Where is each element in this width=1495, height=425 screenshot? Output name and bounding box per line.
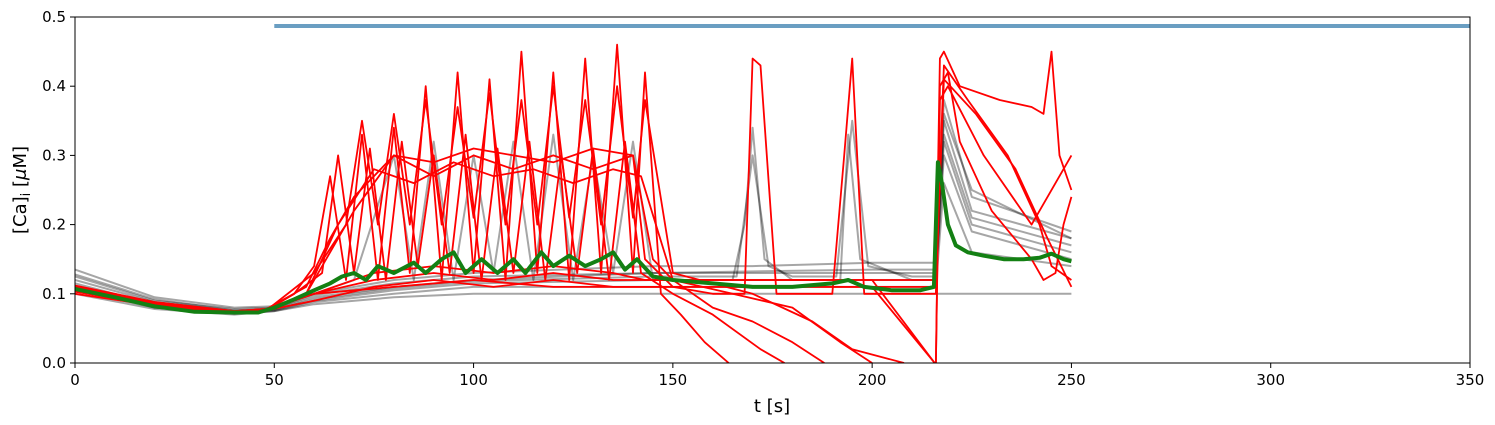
red-trace-4: [75, 85, 905, 363]
x-tick-label: 300: [1256, 371, 1285, 389]
x-axis-label: t [s]: [754, 396, 790, 417]
y-tick-label: 0.1: [42, 285, 66, 303]
red-trace-1: [75, 133, 785, 363]
x-tick-label: 350: [1456, 371, 1485, 389]
red-trace-2: [75, 50, 1073, 313]
mean-trace-group: [75, 160, 1072, 315]
y-tick-label: 0.2: [42, 216, 66, 234]
x-tick-label: 100: [459, 371, 488, 389]
red-traces-group: [75, 43, 1073, 363]
y-axis-label-pre: [Ca]: [10, 196, 31, 234]
y-axis-label: [Ca]i [μM]: [10, 146, 34, 234]
x-tick-label: 0: [70, 371, 80, 389]
x-tick-label: 150: [659, 371, 688, 389]
y-tick-label: 0.4: [42, 77, 66, 95]
x-axis: 0 50 100 150 200 250 300 350: [70, 363, 1484, 389]
y-axis-label-post: M]: [10, 146, 31, 169]
x-tick-label: 250: [1057, 371, 1086, 389]
x-tick-label: 200: [858, 371, 887, 389]
y-axis-label-mid: [: [10, 180, 31, 193]
plot-frame: [74, 16, 1471, 364]
x-tick-label: 50: [265, 371, 284, 389]
y-axis: 0.0 0.1 0.2 0.3 0.4 0.5: [42, 8, 75, 372]
y-axis-label-mu: μ: [10, 169, 31, 181]
y-tick-label: 0.0: [42, 354, 66, 372]
y-axis-label-sub: i: [19, 193, 34, 197]
mean-trace: [75, 160, 1072, 315]
y-tick-label: 0.3: [42, 146, 66, 164]
y-tick-label: 0.5: [42, 8, 66, 26]
red-trace-0: [75, 43, 730, 363]
